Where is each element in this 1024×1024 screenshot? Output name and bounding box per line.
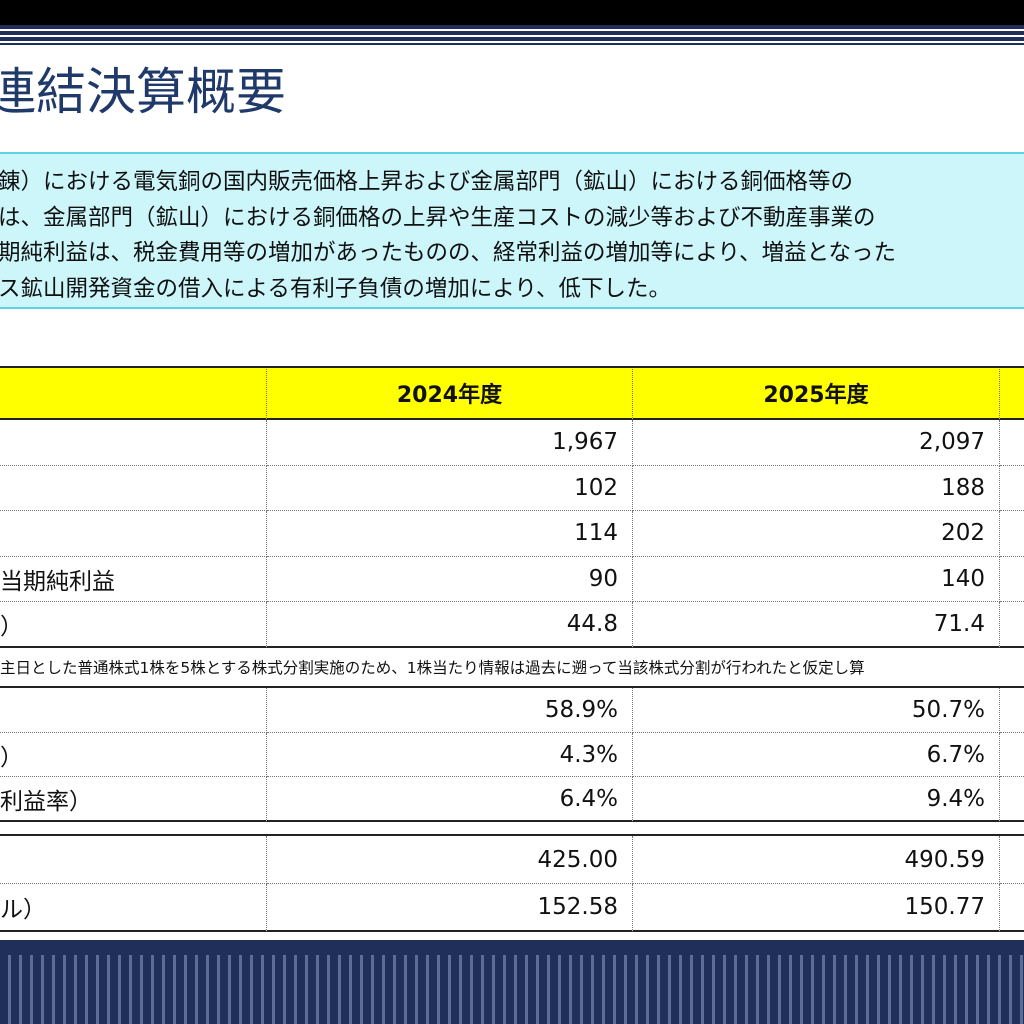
cell: 140 — [633, 556, 1000, 603]
bottom-stripes — [0, 955, 1024, 1024]
cell: 4.3% — [267, 732, 633, 778]
cell — [1000, 557, 1024, 603]
cell — [1000, 688, 1024, 733]
row-label — [0, 511, 267, 557]
header-cell: 2025年度 — [633, 367, 1000, 420]
cell: 114 — [267, 511, 633, 557]
row-label — [0, 465, 267, 512]
summary-line: は、金属部門（鉱山）における銅価格の上昇や生産コストの減少等および不動産事業の — [0, 204, 876, 231]
cell: 71.4 — [633, 602, 1000, 648]
cell: 50.7% — [633, 688, 1000, 733]
cell: 202 — [633, 511, 1000, 557]
cell: 58.9% — [267, 688, 633, 733]
summary-line: 錬）における電気銅の国内販売価格上昇および金属部門（鉱山）における銅価格等の — [0, 169, 854, 195]
row-label: 利益率） — [0, 777, 267, 823]
cell: 44.8 — [267, 602, 633, 648]
row-label — [0, 836, 267, 884]
cell: 90 — [267, 556, 633, 603]
cell — [1000, 733, 1024, 778]
cell: 188 — [633, 465, 1000, 512]
cell — [1000, 777, 1024, 823]
cell: 6.4% — [267, 777, 633, 823]
cell — [1000, 884, 1024, 932]
cell — [1000, 836, 1024, 884]
note: 主日とした普通株式1株を5株とする株式分割実施のため、1株当たり情報は過去に遡っ… — [0, 648, 1024, 688]
cell — [1000, 602, 1024, 648]
cell: 2,097 — [633, 420, 1000, 466]
cell: 490.59 — [633, 836, 1000, 884]
header-cell — [0, 367, 267, 420]
row-label: 当期純利益 — [0, 556, 267, 603]
header-cell: 2024年度 — [267, 367, 633, 420]
summary-line: ス鉱山開発資金の借入による有利子負債の増加により、低下した。 — [0, 275, 671, 302]
top-stripes — [0, 25, 1024, 45]
cell: 6.7% — [633, 732, 1000, 778]
table-top-line — [0, 366, 1024, 368]
cell — [1000, 466, 1024, 512]
cell: 102 — [267, 465, 633, 512]
row-label — [0, 420, 267, 466]
summary-box: 錬）における電気銅の国内販売価格上昇および金属部門（鉱山）における銅価格等の は、… — [0, 152, 1024, 309]
cell: 150.77 — [633, 884, 1000, 932]
header-cell — [1000, 367, 1024, 420]
cell: 152.58 — [267, 884, 633, 932]
cell — [1000, 420, 1024, 466]
cell: 9.4% — [633, 777, 1000, 823]
row-label: ） — [0, 602, 267, 648]
title: 連結決算概要 — [0, 63, 286, 121]
row-label: ル） — [0, 884, 267, 932]
row-label — [0, 688, 267, 733]
top-bar — [0, 0, 1024, 25]
row-label: ） — [0, 732, 267, 778]
table-top-line — [0, 834, 1024, 836]
cell: 425.00 — [267, 836, 633, 884]
summary-line: 期純利益は、税金費用等の増加があったものの、経常利益の増加等により、増益となった — [0, 240, 896, 266]
cell — [1000, 511, 1024, 557]
cell: 1,967 — [267, 420, 633, 466]
